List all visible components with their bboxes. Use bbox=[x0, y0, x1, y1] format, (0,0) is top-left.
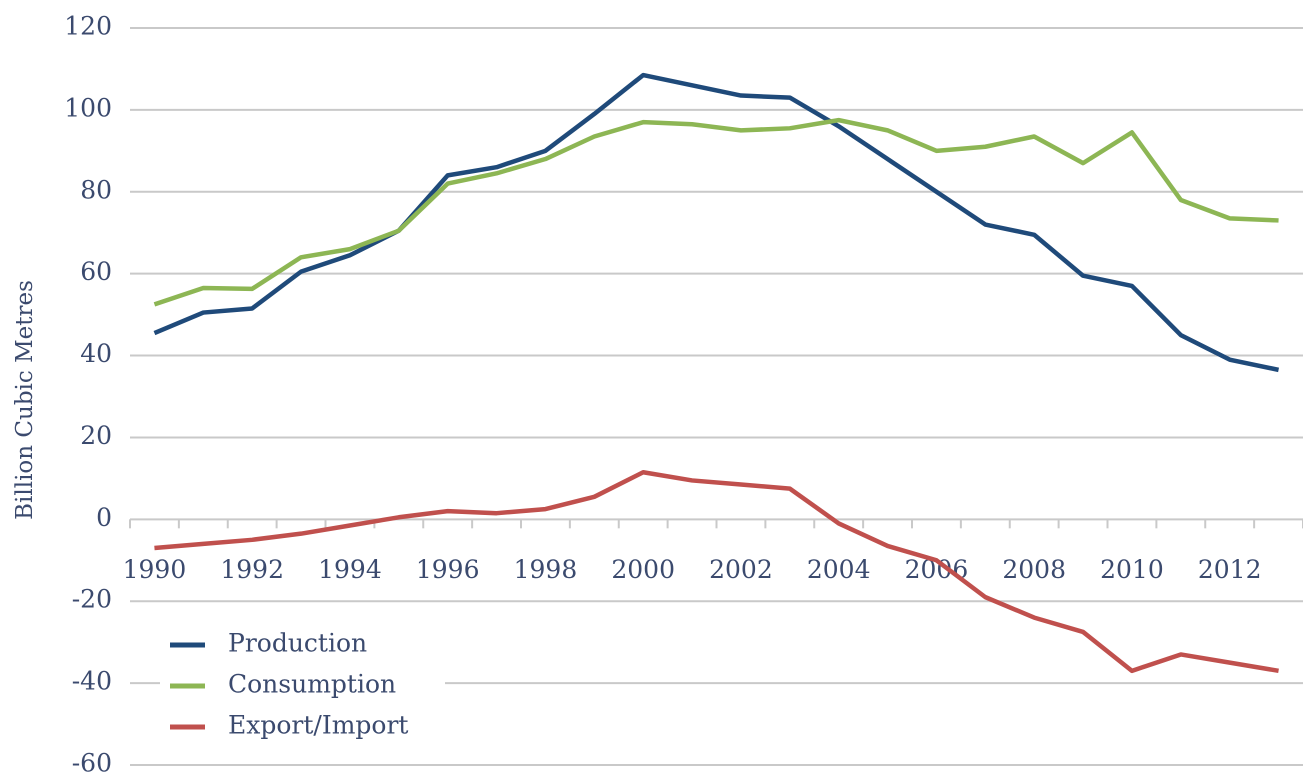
series-line bbox=[153, 117, 1279, 307]
x-tick-label: 2002 bbox=[709, 555, 773, 584]
series-line bbox=[153, 72, 1280, 373]
x-tick-label: 2000 bbox=[611, 555, 675, 584]
x-tick-label: 1990 bbox=[123, 555, 187, 584]
y-axis-label: Billion Cubic Metres bbox=[12, 280, 38, 520]
x-tick-label: 2008 bbox=[1002, 555, 1066, 584]
legend-label: Export/Import bbox=[228, 711, 408, 740]
legend-label: Production bbox=[228, 629, 367, 658]
y-tick-label: -20 bbox=[72, 585, 112, 614]
x-tick-label: 2004 bbox=[807, 555, 871, 584]
x-tick-label: 1994 bbox=[318, 555, 382, 584]
x-tick-label: 2010 bbox=[1100, 555, 1164, 584]
series-line bbox=[154, 469, 1279, 674]
y-tick-label: 120 bbox=[64, 12, 112, 41]
y-tick-label: 60 bbox=[80, 257, 112, 286]
y-tick-label: 80 bbox=[80, 175, 112, 204]
y-tick-label: 0 bbox=[96, 503, 112, 532]
y-tick-label: 40 bbox=[80, 339, 112, 368]
y-tick-label: 100 bbox=[64, 93, 112, 122]
y-tick-label: 20 bbox=[80, 421, 112, 450]
legend-label: Consumption bbox=[228, 670, 396, 699]
x-tick-label: 1996 bbox=[416, 555, 480, 584]
y-tick-label: -40 bbox=[72, 667, 112, 696]
x-tick-label: 1992 bbox=[220, 555, 284, 584]
x-tick-label: 2012 bbox=[1198, 555, 1262, 584]
x-tick-label: 1998 bbox=[514, 555, 578, 584]
legend-background bbox=[160, 620, 445, 753]
y-tick-label: -60 bbox=[72, 749, 112, 777]
